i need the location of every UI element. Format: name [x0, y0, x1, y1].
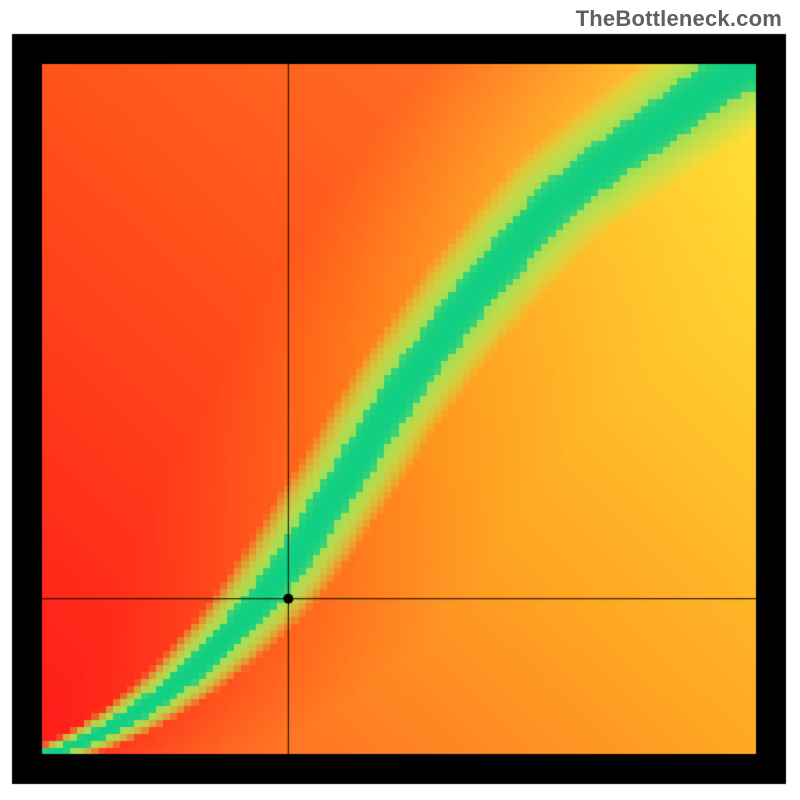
heatmap-canvas: [0, 0, 800, 800]
chart-container: TheBottleneck.com: [0, 0, 800, 800]
watermark-text: TheBottleneck.com: [576, 6, 782, 32]
